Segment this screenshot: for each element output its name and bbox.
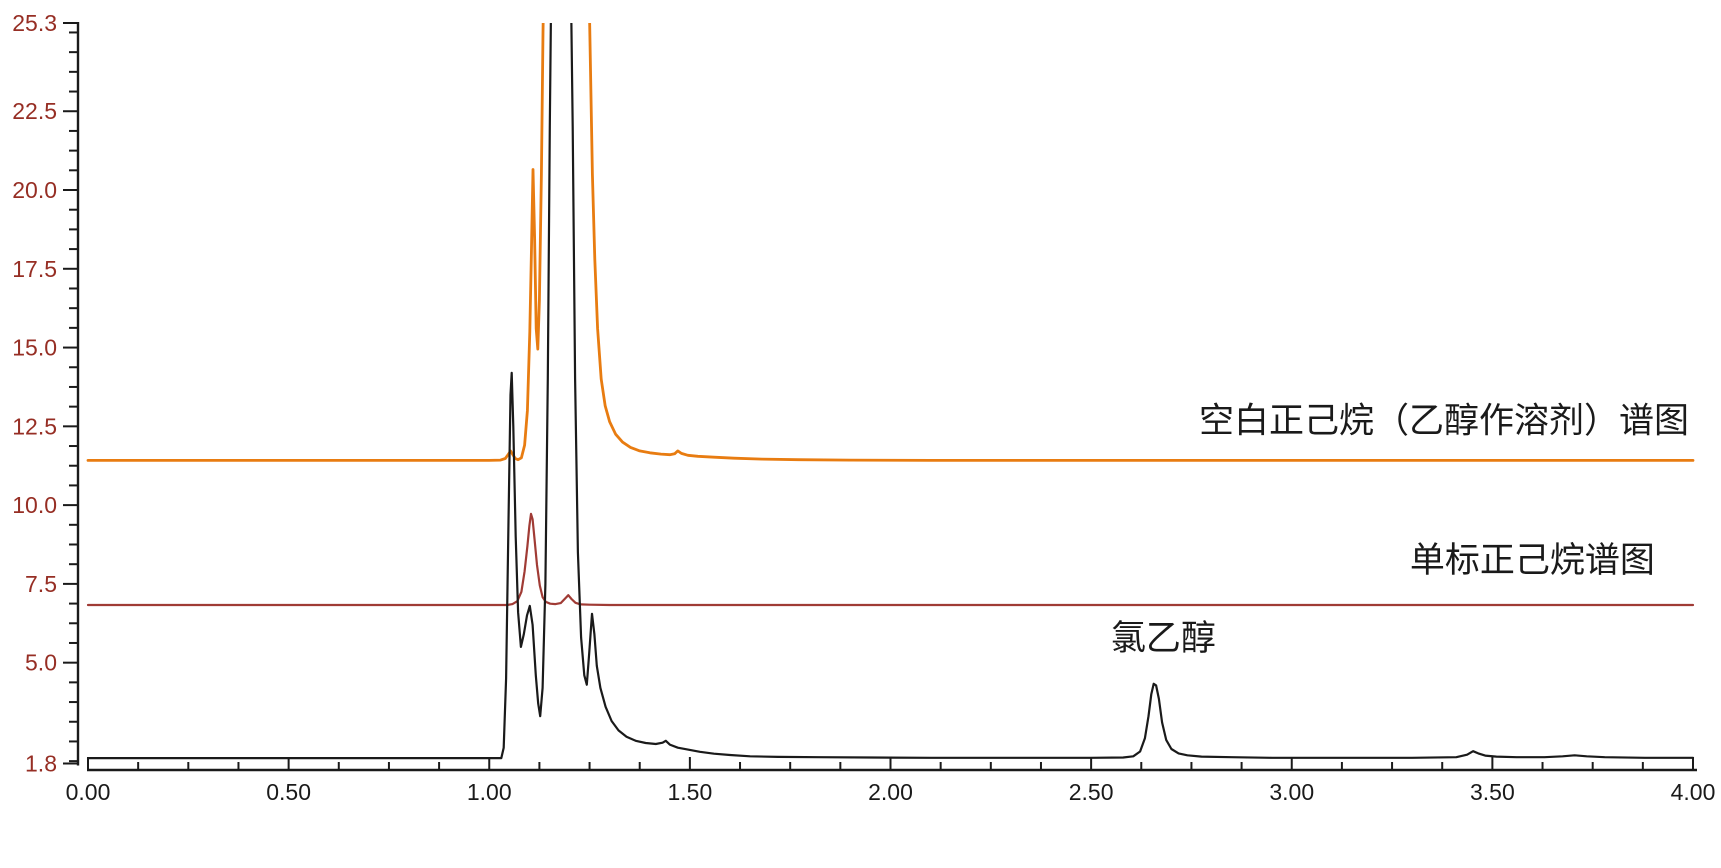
x-tick-label: 2.00 [868,779,913,805]
y-tick-label: 10.0 [12,492,57,518]
y-tick-label: 25.3 [12,10,57,36]
y-tick-label: 1.8 [25,751,57,777]
x-tick-label: 1.50 [667,779,712,805]
x-tick-label: 1.00 [467,779,512,805]
x-tick-label: 2.50 [1069,779,1114,805]
y-tick-label: 7.5 [25,571,57,597]
x-tick-label: 0.00 [66,779,111,805]
x-tick-label: 0.50 [266,779,311,805]
y-tick-label: 20.0 [12,177,57,203]
y-tick-label: 15.0 [12,335,57,361]
y-tick-label: 12.5 [12,413,57,439]
annotation-single-standard-hexane: 单标正己烷谱图 [1410,541,1655,580]
x-tick-label: 4.00 [1671,779,1716,805]
annotation-blank-hexane: 空白正己烷（乙醇作溶剂）谱图 [1199,402,1689,441]
x-tick-label: 3.50 [1470,779,1515,805]
y-tick-label: 22.5 [12,98,57,124]
blank-hexane-ethanol-solvent-trace [86,23,1695,462]
y-tick-label: 17.5 [12,256,57,282]
y-tick-label: 5.0 [25,650,57,676]
sample-chloroethanol-trace [86,23,1695,760]
x-tick-label: 3.00 [1269,779,1314,805]
annotation-chloroethanol-peak: 氯乙醇 [1111,619,1216,658]
